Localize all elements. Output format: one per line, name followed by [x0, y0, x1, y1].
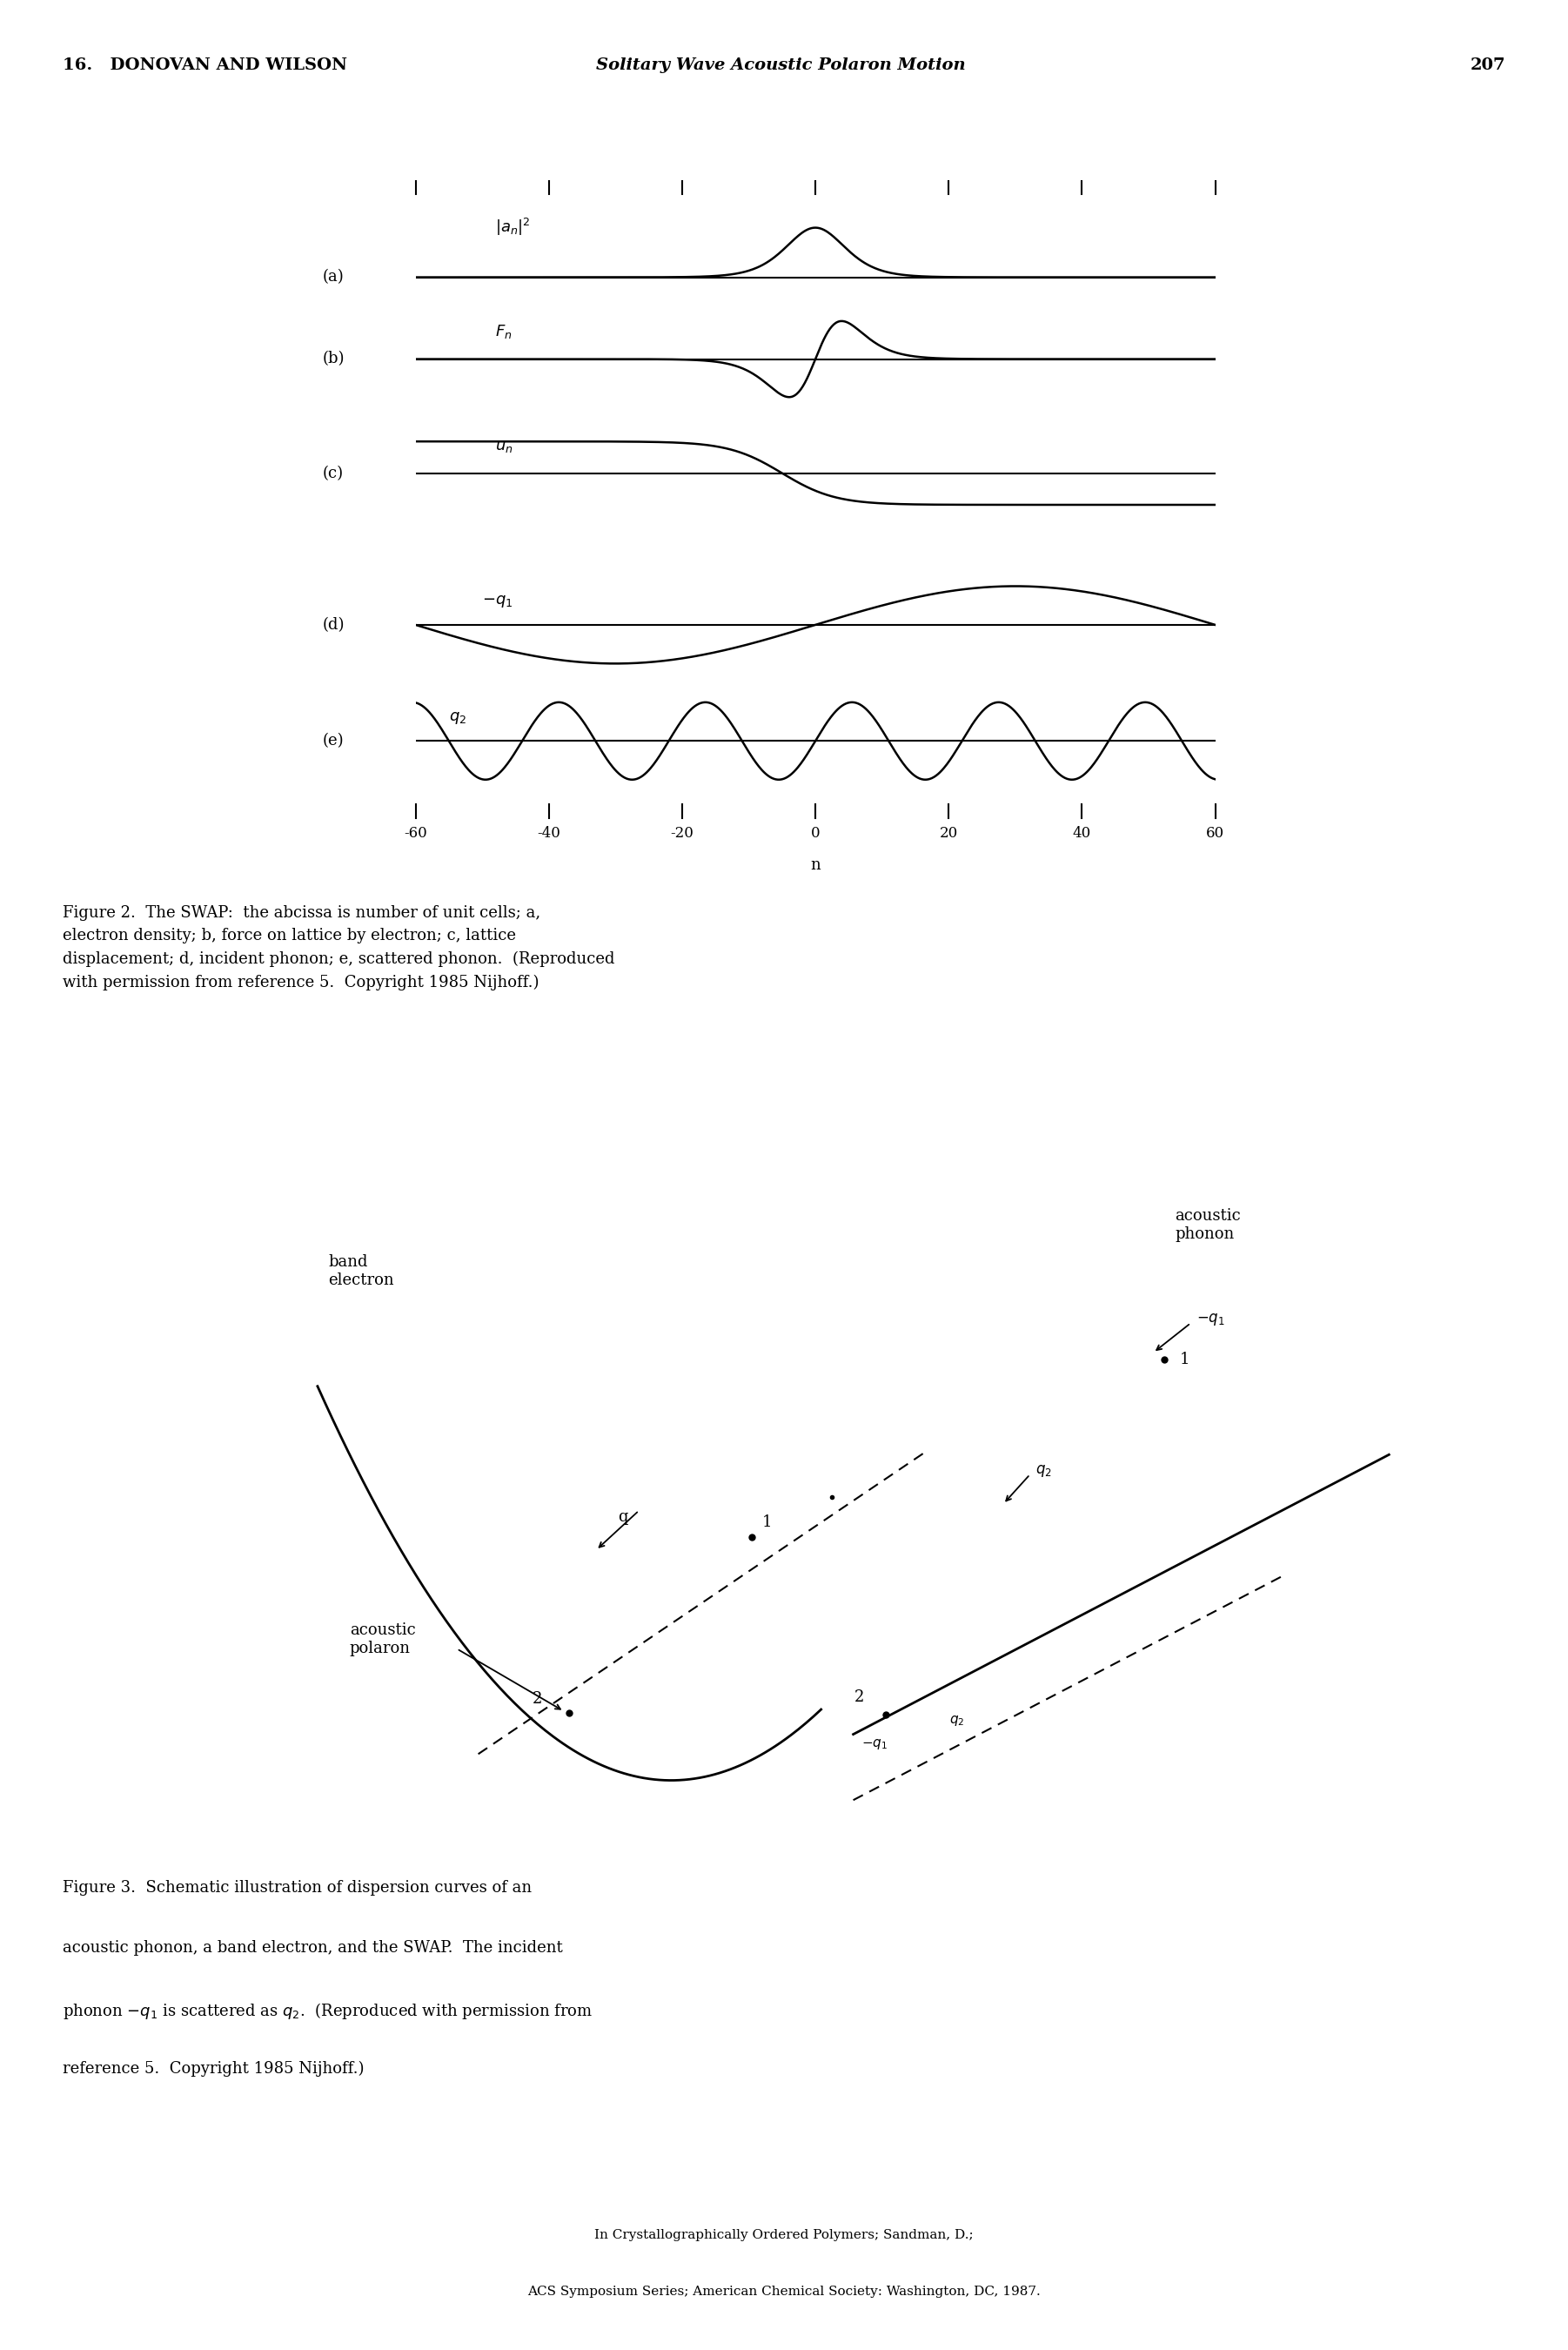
- Text: $-q_1$: $-q_1$: [861, 1737, 887, 1751]
- Text: Figure 2.  The SWAP:  the abcissa is number of unit cells; a,
electron density; : Figure 2. The SWAP: the abcissa is numbe…: [63, 905, 615, 989]
- Text: ACS Symposium Series; American Chemical Society: Washington, DC, 1987.: ACS Symposium Series; American Chemical …: [527, 2284, 1041, 2298]
- Text: In Crystallographically Ordered Polymers; Sandman, D.;: In Crystallographically Ordered Polymers…: [594, 2228, 974, 2242]
- Text: (d): (d): [321, 618, 345, 632]
- Text: 207: 207: [1471, 59, 1505, 73]
- Text: $q_2$: $q_2$: [950, 1713, 964, 1727]
- Text: $-q_1$: $-q_1$: [1196, 1311, 1225, 1328]
- Text: phonon $-q_1$ is scattered as $q_2$.  (Reproduced with permission from: phonon $-q_1$ is scattered as $q_2$. (Re…: [63, 2000, 593, 2021]
- Text: $u_n$: $u_n$: [495, 439, 513, 454]
- Text: $-q_1$: $-q_1$: [483, 595, 513, 609]
- Text: (e): (e): [321, 733, 343, 750]
- Text: 2: 2: [533, 1692, 543, 1706]
- Text: $|a_n|^2$: $|a_n|^2$: [495, 216, 532, 237]
- Text: 1: 1: [762, 1516, 771, 1530]
- Text: 0: 0: [811, 825, 820, 841]
- Text: 20: 20: [939, 825, 958, 841]
- Text: -20: -20: [671, 825, 693, 841]
- Text: -40: -40: [538, 825, 560, 841]
- Text: (a): (a): [321, 270, 343, 284]
- Text: 16.   DONOVAN AND WILSON: 16. DONOVAN AND WILSON: [63, 59, 347, 73]
- Text: (c): (c): [321, 465, 343, 482]
- Text: Solitary Wave Acoustic Polaron Motion: Solitary Wave Acoustic Polaron Motion: [596, 59, 966, 73]
- Text: $q_2$: $q_2$: [448, 710, 466, 726]
- Text: Figure 3.  Schematic illustration of dispersion curves of an: Figure 3. Schematic illustration of disp…: [63, 1880, 532, 1896]
- Text: 1: 1: [1181, 1351, 1190, 1368]
- Text: (b): (b): [321, 350, 345, 367]
- Text: n: n: [811, 858, 820, 872]
- Text: acoustic phonon, a band electron, and the SWAP.  The incident: acoustic phonon, a band electron, and th…: [63, 1941, 563, 1955]
- Text: $F_n$: $F_n$: [495, 322, 513, 341]
- Text: 40: 40: [1073, 825, 1091, 841]
- Text: acoustic
polaron: acoustic polaron: [350, 1621, 416, 1657]
- Text: q: q: [618, 1509, 627, 1525]
- Text: band
electron: band electron: [328, 1255, 394, 1288]
- Text: 60: 60: [1206, 825, 1225, 841]
- Text: $q_2$: $q_2$: [1035, 1464, 1052, 1478]
- Text: 2: 2: [855, 1690, 864, 1704]
- Text: acoustic
phonon: acoustic phonon: [1174, 1208, 1240, 1241]
- Text: reference 5.  Copyright 1985 Nijhoff.): reference 5. Copyright 1985 Nijhoff.): [63, 2061, 364, 2077]
- Text: -60: -60: [405, 825, 426, 841]
